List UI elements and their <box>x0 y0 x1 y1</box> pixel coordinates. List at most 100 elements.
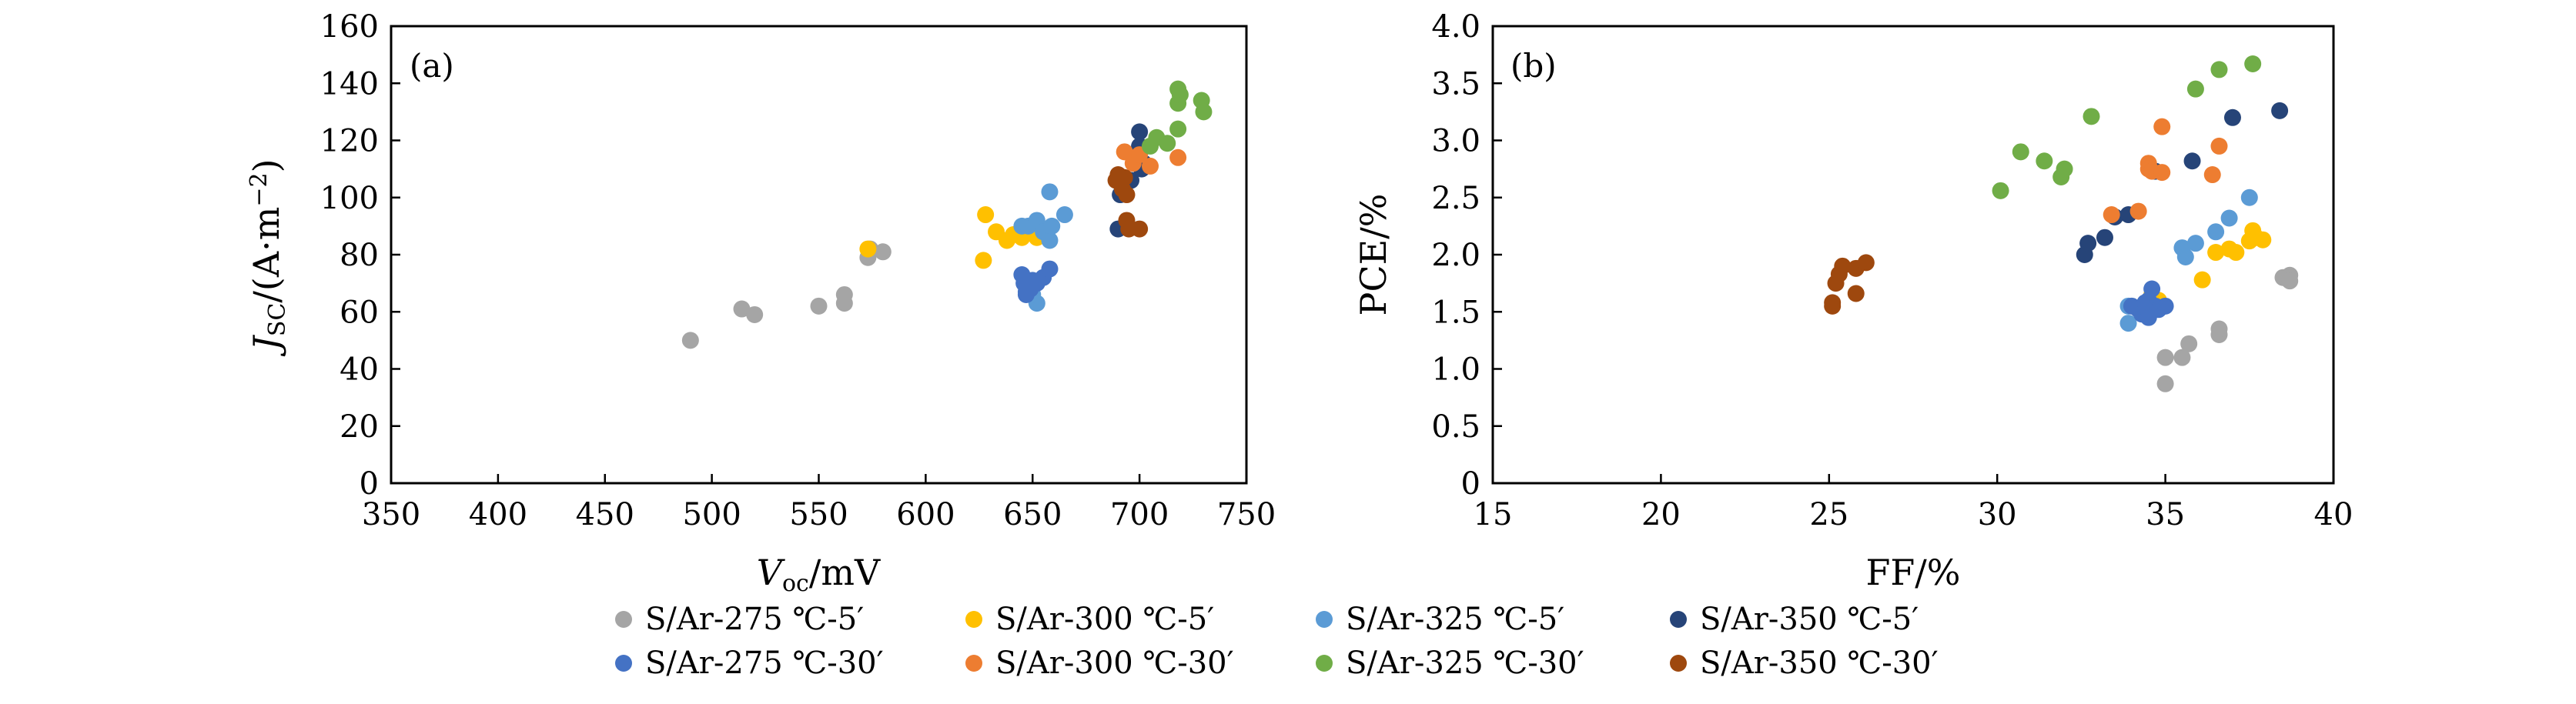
data-point-a-s4-8 <box>1017 283 1035 301</box>
data-point-b-s3-1 <box>2079 235 2097 252</box>
legend-marker-1 <box>965 611 982 628</box>
y-tick-label-b-7: 3.5 <box>1431 66 1480 102</box>
data-point-b-s6-0 <box>1992 182 2009 199</box>
data-point-a-s3-4 <box>1131 123 1149 141</box>
x-tick-label-a-7: 700 <box>1110 497 1169 532</box>
y-tick-label-a-7: 140 <box>320 66 379 102</box>
x-axis-label-a-unit: /mV <box>809 552 881 593</box>
data-point-b-s0-0 <box>2156 349 2174 366</box>
points-b <box>1824 55 2299 392</box>
y-tick-label-b-0: 0 <box>1461 466 1480 502</box>
data-point-a-s7-7 <box>1131 220 1149 238</box>
data-point-b-s1-5 <box>2227 244 2245 262</box>
data-point-b-s7-5 <box>1847 285 1865 302</box>
data-point-b-s2-1 <box>2119 315 2137 332</box>
data-point-b-s3-8 <box>2271 102 2289 119</box>
data-point-a-s6-8 <box>1195 103 1213 121</box>
data-point-a-s2-6 <box>1043 217 1061 235</box>
x-tick-label-a-8: 750 <box>1217 497 1276 532</box>
data-point-a-s1-1 <box>975 252 992 269</box>
legend-marker-2 <box>1316 611 1333 628</box>
data-point-b-s2-3 <box>2176 248 2194 265</box>
points-a <box>681 80 1213 349</box>
data-point-a-s7-4 <box>1118 186 1136 204</box>
legend-label-2: S/Ar-325 ℃-5′ <box>1346 602 1564 637</box>
data-point-b-s7-7 <box>1857 254 1875 272</box>
panel-label-a: (a) <box>410 47 454 85</box>
data-point-b-s0-5 <box>2210 320 2228 338</box>
legend-label-3: S/Ar-350 ℃-5′ <box>1700 602 1919 637</box>
chart-panel-a: (a) 350 400 450 500 550 600 650 700 750 0 20 40 60 80… <box>246 9 1276 597</box>
plot-frame-b <box>1491 25 2335 485</box>
y-tick-label-a-2: 40 <box>340 352 379 388</box>
x-tick-label-b-4: 35 <box>2146 497 2185 532</box>
data-point-b-s7-1 <box>1824 294 1842 312</box>
y-axis-label-a-sub: SC <box>264 303 291 337</box>
data-point-b-s6-1 <box>2012 143 2029 161</box>
ticks-a: 350 400 450 500 550 600 650 700 750 0 20 40 60 80 100 1… <box>320 9 1276 532</box>
data-point-a-s2-5 <box>1041 232 1059 249</box>
data-point-b-s4-9 <box>2139 309 2157 326</box>
y-tick-label-b-6: 3.0 <box>1431 124 1480 159</box>
data-point-a-s0-5 <box>835 285 853 303</box>
legend-label-6: S/Ar-325 ℃-30′ <box>1346 646 1584 681</box>
y-tick-label-a-8: 160 <box>320 9 379 45</box>
data-point-a-s2-7 <box>1055 206 1073 224</box>
data-point-b-s3-7 <box>2223 108 2241 126</box>
data-point-a-s1-2 <box>977 206 995 224</box>
x-tick-label-b-5: 40 <box>2314 497 2354 532</box>
y-tick-label-b-8: 4.0 <box>1431 9 1480 45</box>
x-tick-label-b-1: 20 <box>1641 497 1681 532</box>
data-point-b-s6-5 <box>2083 108 2100 125</box>
data-point-b-s2-6 <box>2220 209 2238 227</box>
x-tick-label-a-0: 350 <box>362 497 420 532</box>
data-point-a-s0-1 <box>733 300 751 318</box>
legend-marker-6 <box>1316 655 1333 672</box>
data-point-a-s0-2 <box>746 305 764 323</box>
x-tick-label-b-0: 15 <box>1474 497 1513 532</box>
data-point-b-s1-2 <box>2193 271 2211 289</box>
legend-label-1: S/Ar-300 ℃-5′ <box>995 602 1214 637</box>
data-point-a-s6-3 <box>1169 120 1187 138</box>
y-axis-label-a-main: J <box>246 335 287 357</box>
x-tick-label-a-4: 550 <box>789 497 848 532</box>
x-axis-label-a: Voc/mV <box>757 552 881 597</box>
chart-panel-b: (b) 15 20 25 30 35 40 0 0.5 1.0 1.5 2.0 2.5 3.0 3.5 4.… <box>1353 9 2353 593</box>
data-point-b-s5-5 <box>2153 164 2171 182</box>
data-point-a-s5-4 <box>1169 148 1187 166</box>
y-axis-label-b: PCE/% <box>1353 194 1394 316</box>
data-point-b-s6-4 <box>2056 160 2073 178</box>
data-point-b-s4-4 <box>2143 280 2161 298</box>
data-point-b-s1-3 <box>2207 244 2225 262</box>
y-axis-label-a-unit: /(A·m <box>246 207 287 303</box>
panel-label-b: (b) <box>1510 47 1557 85</box>
data-point-b-s0-3 <box>2180 335 2198 352</box>
data-point-b-s6-2 <box>2036 152 2053 170</box>
data-point-b-s0-8 <box>2281 272 2299 290</box>
y-tick-label-b-3: 1.5 <box>1431 295 1480 330</box>
x-axis-label-a-sub: oc <box>782 570 809 597</box>
data-point-b-s5-0 <box>2103 206 2120 224</box>
y-tick-label-a-3: 60 <box>340 295 379 330</box>
y-tick-label-a-0: 0 <box>360 466 379 502</box>
data-point-a-s0-3 <box>810 297 828 315</box>
data-point-a-s2-4 <box>1041 183 1059 201</box>
x-axis-label-b: FF/% <box>1865 552 1960 593</box>
data-point-a-s7-3 <box>1116 168 1133 186</box>
legend-marker-0 <box>615 611 632 628</box>
plot-frame-a <box>390 25 1248 485</box>
data-point-b-s0-1 <box>2156 375 2174 392</box>
legend-marker-7 <box>1670 655 1687 672</box>
y-tick-label-a-1: 20 <box>340 409 379 445</box>
y-tick-label-a-4: 80 <box>340 238 379 273</box>
legend-label-5: S/Ar-300 ℃-30′ <box>995 646 1234 681</box>
y-tick-label-b-1: 0.5 <box>1431 409 1480 445</box>
data-point-a-s5-3 <box>1142 157 1159 175</box>
data-point-b-s6-7 <box>2210 61 2228 78</box>
y-tick-label-b-4: 2.0 <box>1431 238 1480 273</box>
x-tick-label-a-6: 650 <box>1003 497 1062 532</box>
data-point-b-s6-6 <box>2186 80 2204 98</box>
data-point-b-s3-2 <box>2096 229 2113 246</box>
ticks-b: 15 20 25 30 35 40 0 0.5 1.0 1.5 2.0 2.5 3.0 3.5 4.0 <box>1431 9 2353 532</box>
